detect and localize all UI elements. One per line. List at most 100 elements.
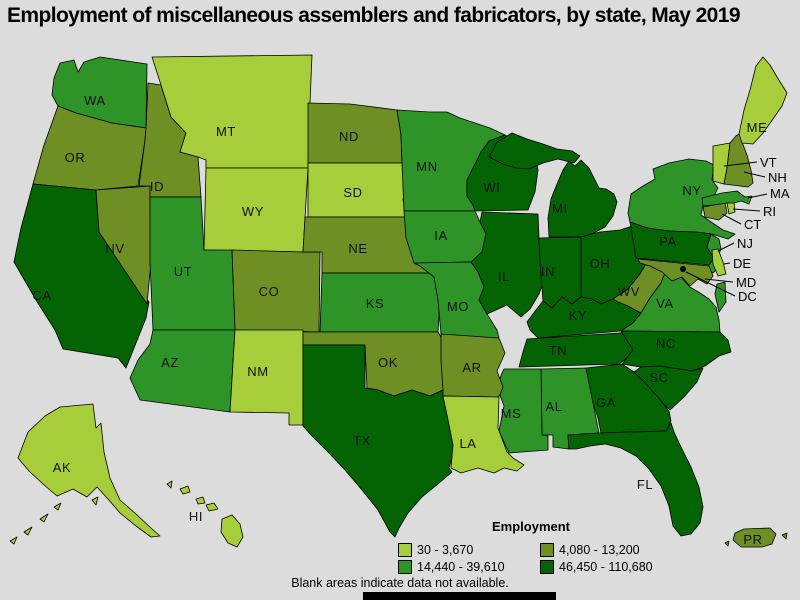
state-label-wv: WV — [618, 284, 640, 299]
state-label-wi: WI — [483, 180, 500, 195]
state-label-nv: NV — [105, 241, 124, 256]
state-hi — [166, 480, 173, 489]
dc-marker-dot — [680, 266, 686, 272]
state-label-wy: WY — [242, 204, 264, 219]
state-label-mn: MN — [416, 159, 437, 174]
state-label-wa: WA — [84, 93, 106, 108]
leader-line-de — [723, 262, 731, 265]
state-label-nj: NJ — [737, 236, 753, 251]
legend-swatch-0 — [398, 543, 412, 557]
leader-line-nh — [743, 171, 766, 178]
leader-line-ct — [721, 213, 742, 225]
state-label-ky: KY — [569, 308, 588, 323]
state-label-hi: HI — [189, 509, 203, 524]
state-label-mt: MT — [216, 124, 236, 139]
state-ar — [440, 333, 506, 398]
state-label-la: LA — [459, 436, 476, 451]
legend-item-0: 30 - 3,670 — [398, 543, 540, 557]
leader-line-md — [704, 278, 734, 283]
chart-title: Employment of miscellaneous assemblers a… — [7, 4, 741, 27]
state-nm — [229, 329, 304, 426]
state-pr — [781, 532, 788, 540]
state-label-az: AZ — [161, 355, 179, 370]
state-ga — [585, 363, 672, 434]
state-label-co: CO — [259, 284, 280, 299]
state-la — [442, 395, 525, 474]
state-nc — [620, 330, 732, 372]
state-label-nm: NM — [247, 364, 268, 379]
legend-class-label-3: 46,450 - 110,680 — [559, 560, 653, 574]
state-label-nh: NH — [768, 170, 787, 185]
state-ak — [91, 496, 99, 506]
state-label-in: IN — [541, 264, 555, 279]
state-label-mo: MO — [447, 299, 469, 314]
state-label-me: ME — [747, 120, 768, 135]
state-ri — [726, 201, 736, 215]
state-label-ia: IA — [434, 228, 447, 243]
state-label-vt: VT — [760, 155, 777, 170]
legend-item-3: 46,450 - 110,680 — [540, 560, 664, 574]
state-hi — [205, 502, 219, 512]
state-nv — [95, 185, 152, 305]
leader-line-ri — [732, 208, 761, 212]
state-ak — [53, 502, 62, 511]
state-ak — [23, 526, 33, 536]
leader-line-vt — [723, 161, 758, 167]
legend-swatch-1 — [540, 543, 554, 557]
state-label-ks: KS — [366, 296, 385, 311]
state-label-or: OR — [65, 150, 86, 165]
state-label-ne: NE — [348, 241, 367, 256]
state-or — [32, 105, 147, 191]
state-label-sc: SC — [649, 370, 668, 385]
state-hi — [195, 496, 206, 505]
state-label-ar: AR — [462, 360, 481, 375]
state-label-ma: MA — [770, 186, 790, 201]
state-label-nc: NC — [656, 336, 676, 351]
state-label-ms: MS — [501, 406, 522, 421]
state-label-tn: TN — [549, 343, 568, 358]
state-label-de: DE — [733, 256, 751, 271]
legend-class-label-2: 14,440 - 39,610 — [417, 560, 505, 574]
state-label-ut: UT — [174, 264, 193, 279]
state-me — [738, 56, 788, 145]
state-label-ok: OK — [378, 355, 398, 370]
state-label-mi: MI — [552, 201, 568, 216]
state-label-id: ID — [150, 179, 164, 194]
state-label-nd: ND — [339, 129, 359, 144]
state-label-pr: PR — [743, 532, 762, 547]
state-de — [711, 248, 727, 277]
bottom-bar-partial — [363, 592, 556, 600]
state-tx — [302, 344, 456, 538]
legend: Employment 30 - 3,670 4,080 - 13,200 14,44… — [398, 519, 664, 574]
legend-class-label-0: 30 - 3,670 — [417, 543, 474, 557]
legend-title: Employment — [491, 519, 570, 534]
state-va — [620, 264, 721, 333]
leader-line-nj — [717, 242, 735, 252]
state-label-md: MD — [736, 275, 756, 290]
state-label-il: IL — [498, 269, 510, 284]
state-ak — [39, 513, 49, 523]
legend-item-1: 4,080 - 13,200 — [540, 543, 664, 557]
leader-line-ma — [747, 193, 768, 199]
state-pr — [724, 540, 730, 547]
state-label-ct: CT — [744, 217, 761, 232]
state-az — [129, 329, 236, 413]
legend-item-2: 14,440 - 39,610 — [398, 560, 540, 574]
state-ky — [526, 296, 642, 339]
state-ma — [701, 190, 753, 207]
state-label-ca: CA — [32, 288, 51, 303]
legend-swatch-3 — [540, 560, 554, 574]
state-mt — [151, 54, 313, 169]
leader-line-dc — [685, 271, 736, 297]
state-co — [231, 249, 321, 333]
foot-note: Blank areas indicate data not available. — [291, 576, 509, 590]
state-label-ga: GA — [596, 395, 616, 410]
state-label-ny: NY — [682, 183, 701, 198]
state-nh — [723, 133, 754, 188]
state-md — [637, 258, 714, 287]
state-mi — [547, 159, 618, 238]
state-label-sd: SD — [343, 185, 362, 200]
state-label-oh: OH — [590, 256, 611, 271]
